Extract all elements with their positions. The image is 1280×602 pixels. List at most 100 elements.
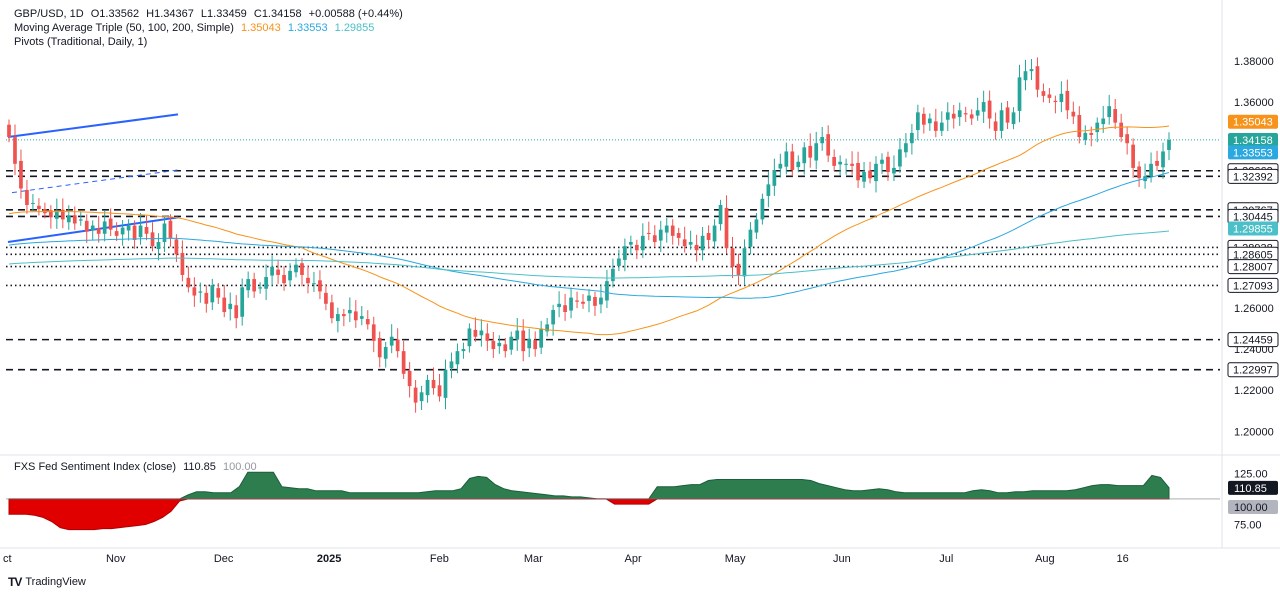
candle-body[interactable] bbox=[515, 330, 520, 340]
candle-body[interactable] bbox=[19, 160, 23, 189]
candle-body[interactable] bbox=[826, 134, 831, 156]
candle-body[interactable] bbox=[1107, 106, 1112, 118]
candle-body[interactable] bbox=[240, 287, 245, 317]
candle-body[interactable] bbox=[54, 211, 59, 219]
candle-body[interactable] bbox=[617, 258, 621, 266]
candle-body[interactable] bbox=[234, 305, 239, 319]
candle-body[interactable] bbox=[7, 124, 11, 138]
candle-body[interactable] bbox=[874, 163, 878, 182]
candle-body[interactable] bbox=[180, 252, 185, 275]
sentiment-legend[interactable]: FXS Fed Sentiment Index (close) 110.85 1… bbox=[14, 461, 261, 473]
candle-body[interactable] bbox=[347, 309, 352, 314]
candle-body[interactable] bbox=[84, 220, 89, 232]
candle-body[interactable] bbox=[736, 263, 741, 275]
candle-body[interactable] bbox=[569, 297, 573, 311]
sentiment-base-badge[interactable] bbox=[1228, 499, 1278, 514]
candle-body[interactable] bbox=[479, 330, 484, 336]
candle-body[interactable] bbox=[60, 209, 65, 220]
candle-body[interactable] bbox=[838, 161, 842, 165]
candle-body[interactable] bbox=[742, 248, 747, 277]
candle-body[interactable] bbox=[670, 225, 675, 236]
candle-body[interactable] bbox=[425, 379, 430, 396]
candle-body[interactable] bbox=[138, 225, 143, 238]
candle-body[interactable] bbox=[192, 287, 197, 296]
candle-body[interactable] bbox=[1131, 144, 1135, 168]
candle-body[interactable] bbox=[688, 242, 693, 245]
candle-body[interactable] bbox=[13, 137, 17, 164]
candle-body[interactable] bbox=[377, 337, 382, 358]
trendline-mid[interactable] bbox=[11, 169, 179, 194]
candle-body[interactable] bbox=[760, 198, 765, 220]
candle-body[interactable] bbox=[365, 319, 370, 325]
candle-body[interactable] bbox=[491, 340, 496, 350]
tradingview-footer[interactable]: TV TradingView bbox=[8, 575, 86, 589]
candle-body[interactable] bbox=[880, 159, 884, 164]
candle-body[interactable] bbox=[1035, 66, 1040, 90]
candle-body[interactable] bbox=[933, 121, 938, 131]
candle-body[interactable] bbox=[593, 296, 597, 306]
price-badge[interactable] bbox=[1227, 362, 1279, 378]
candle-body[interactable] bbox=[599, 297, 603, 305]
candle-body[interactable] bbox=[258, 287, 262, 289]
candle-body[interactable] bbox=[102, 221, 107, 234]
candle-body[interactable] bbox=[945, 112, 950, 120]
candle-body[interactable] bbox=[999, 110, 1004, 131]
candle-body[interactable] bbox=[1017, 77, 1022, 111]
candle-body[interactable] bbox=[413, 387, 418, 403]
candle-body[interactable] bbox=[216, 288, 221, 298]
price-badge[interactable] bbox=[1228, 221, 1278, 236]
candle-body[interactable] bbox=[264, 277, 268, 289]
candle-body[interactable] bbox=[132, 225, 137, 240]
candle-body[interactable] bbox=[497, 342, 502, 347]
candle-body[interactable] bbox=[1053, 100, 1058, 103]
candle-body[interactable] bbox=[1089, 132, 1094, 135]
sentiment-positive-area[interactable] bbox=[8, 471, 1170, 500]
candle-body[interactable] bbox=[419, 392, 424, 402]
candle-body[interactable] bbox=[1119, 122, 1124, 138]
candle-body[interactable] bbox=[700, 235, 705, 251]
price-badge[interactable] bbox=[1228, 132, 1278, 147]
price-badge[interactable] bbox=[1228, 145, 1278, 160]
candle-body[interactable] bbox=[162, 223, 167, 243]
candle-body[interactable] bbox=[1161, 151, 1165, 168]
candle-body[interactable] bbox=[37, 205, 41, 210]
candle-body[interactable] bbox=[330, 302, 334, 319]
ma100-line[interactable] bbox=[8, 172, 1170, 299]
candle-body[interactable] bbox=[652, 235, 657, 243]
candle-body[interactable] bbox=[353, 311, 358, 321]
candle-body[interactable] bbox=[1125, 134, 1129, 144]
candle-body[interactable] bbox=[324, 292, 328, 304]
candle-body[interactable] bbox=[204, 292, 209, 304]
candle-body[interactable] bbox=[150, 232, 155, 247]
candle-body[interactable] bbox=[611, 268, 615, 282]
candle-body[interactable] bbox=[461, 349, 466, 352]
candle-body[interactable] bbox=[521, 330, 526, 352]
candle-body[interactable] bbox=[957, 110, 962, 118]
candle-body[interactable] bbox=[533, 340, 538, 350]
candle-body[interactable] bbox=[718, 204, 723, 225]
candle-body[interactable] bbox=[222, 297, 227, 313]
candle-body[interactable] bbox=[784, 151, 789, 167]
candle-body[interactable] bbox=[587, 295, 591, 301]
candle-body[interactable] bbox=[730, 248, 735, 267]
candle-body[interactable] bbox=[336, 314, 340, 322]
candle-body[interactable] bbox=[270, 266, 274, 276]
candle-body[interactable] bbox=[993, 121, 998, 131]
candle-body[interactable] bbox=[658, 229, 663, 241]
candle-body[interactable] bbox=[96, 228, 101, 234]
candle-body[interactable] bbox=[509, 336, 514, 350]
candle-body[interactable] bbox=[951, 113, 956, 119]
candle-body[interactable] bbox=[808, 145, 813, 158]
candle-body[interactable] bbox=[527, 338, 532, 349]
candle-body[interactable] bbox=[856, 162, 860, 181]
candle-body[interactable] bbox=[1149, 163, 1153, 177]
candle-body[interactable] bbox=[503, 344, 508, 352]
candle-body[interactable] bbox=[539, 328, 544, 348]
candle-body[interactable] bbox=[563, 305, 567, 313]
candle-body[interactable] bbox=[1095, 122, 1100, 133]
candle-body[interactable] bbox=[575, 300, 579, 302]
candle-body[interactable] bbox=[126, 225, 131, 231]
candle-body[interactable] bbox=[371, 324, 376, 341]
candle-body[interactable] bbox=[682, 239, 687, 247]
candle-body[interactable] bbox=[1137, 166, 1141, 179]
